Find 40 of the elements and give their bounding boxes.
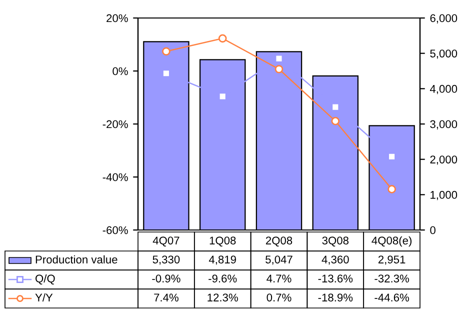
data-label: -18.9% (318, 294, 353, 302)
data-label: -9.6% (208, 274, 237, 282)
data-label: 2,951 (378, 256, 406, 265)
x-tick-label: 1Q08 (210, 236, 236, 246)
y-tick-label: 0% (112, 67, 128, 76)
data-label: 12.3% (208, 294, 238, 302)
legend-label: Q/Q (36, 274, 55, 284)
y2-tick-label: 0 (430, 226, 436, 234)
point (218, 34, 227, 43)
y-tick-label: -60% (102, 226, 128, 234)
y-tick-label: -40% (102, 173, 128, 182)
point (388, 185, 396, 194)
point (274, 64, 284, 74)
y2-tick-label: 1,000 (430, 190, 458, 200)
data-label: 4,360 (322, 256, 349, 265)
y-tick-label: -20% (102, 120, 128, 128)
data-label: 7.4% (154, 294, 178, 302)
data-label: 5,330 (152, 256, 180, 265)
data-label: 4.7% (266, 274, 292, 282)
legend-label: Production value (36, 255, 118, 264)
x-tick-label: 2Q08 (266, 236, 292, 246)
point (162, 47, 170, 56)
x-tick-label: 3Q08 (322, 236, 349, 246)
x-tick-label: 4Q08(e) (372, 236, 412, 247)
y2-tick-label: 3,000 (430, 120, 458, 130)
y-tick-label: 20% (106, 14, 128, 22)
data-label: -13.6% (318, 274, 353, 282)
point (331, 116, 340, 126)
data-label: -0.9% (152, 274, 180, 282)
y2-tick-label: 6,000 (430, 14, 458, 24)
data-label: -44.6% (374, 294, 410, 302)
y2-tick-label: 2,000 (430, 156, 458, 165)
data-label: 4,819 (208, 256, 236, 265)
y2-tick-label: 5,000 (430, 50, 458, 59)
legend-label: Y/Y (35, 293, 53, 302)
x-tick-label: 4Q07 (152, 236, 180, 246)
y2-tick-label: 4,000 (430, 84, 458, 94)
data-label: 5,047 (266, 256, 292, 265)
data-label: -32.3% (374, 274, 410, 282)
data-label: 0.7% (266, 294, 292, 302)
